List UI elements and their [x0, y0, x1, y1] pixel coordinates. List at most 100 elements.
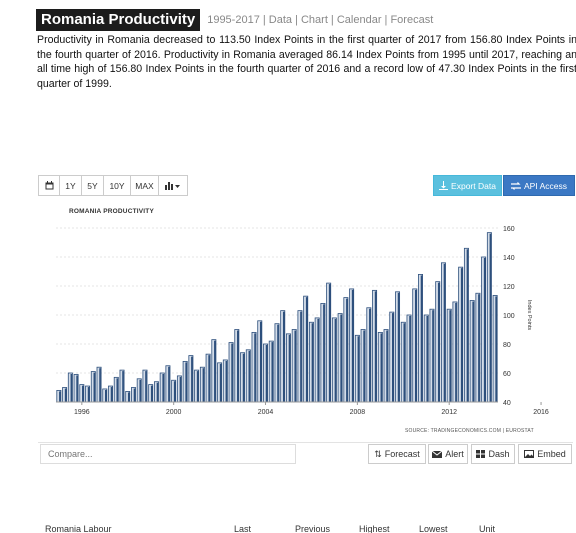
bar-shade — [300, 311, 302, 402]
bar-shade — [472, 301, 475, 402]
bar-shade — [282, 311, 285, 402]
x-tick-label: 2008 — [350, 409, 366, 416]
bar-shade — [346, 298, 348, 402]
col-header-lowest: Lowest — [419, 524, 448, 533]
export-label: Export Data — [451, 180, 496, 191]
y-tick-label: 100 — [503, 313, 515, 320]
y-tick-label: 80 — [503, 342, 511, 349]
bar-shade — [271, 342, 274, 402]
bar-shade — [93, 372, 96, 402]
calendar-icon — [45, 181, 53, 190]
bar-shade — [162, 374, 165, 402]
bar-shade — [328, 284, 331, 402]
bar-shade — [478, 294, 480, 402]
bar-shade — [127, 392, 130, 402]
embed-label: Embed — [537, 449, 566, 459]
bar-shade — [110, 387, 113, 402]
chart-bottom-bar — [38, 442, 573, 465]
bar-shade — [76, 375, 78, 402]
bar-shade — [168, 366, 170, 402]
bar-shade — [248, 350, 251, 402]
caret-down-icon — [175, 185, 180, 188]
bar-shade — [99, 368, 101, 402]
bar-shade — [363, 330, 365, 402]
bar-shade — [156, 382, 159, 402]
bar-shade — [104, 389, 107, 402]
alert-button[interactable]: Alert — [428, 444, 468, 464]
forecast-button[interactable]: ⇅ Forecast — [368, 444, 426, 464]
x-tick-label: 2004 — [258, 409, 274, 416]
compare-input[interactable] — [40, 444, 296, 464]
productivity-chart: 40 60 80 100 120 140 160 1996 2000 2004 2008 2012 20… — [56, 226, 549, 416]
bar-shade — [59, 391, 61, 402]
download-icon — [439, 181, 449, 190]
exchange-icon — [511, 181, 521, 190]
bar-shade — [254, 333, 256, 402]
image-icon — [524, 450, 535, 458]
chart-toolbar: 1Y 5Y 10Y MAX — [38, 175, 188, 196]
x-tick-label: 2016 — [533, 409, 549, 416]
bar-shade — [489, 233, 492, 402]
bar-shade — [191, 356, 193, 402]
bar-shade — [145, 371, 147, 402]
bar-shade — [397, 292, 400, 402]
bar-shade — [179, 376, 182, 402]
bar-shade — [495, 296, 497, 402]
bar-shade — [357, 336, 360, 402]
x-tick-label: 1996 — [74, 409, 90, 416]
bar-shade — [409, 316, 411, 402]
bar-shade — [369, 308, 371, 402]
range-max-button[interactable]: MAX — [130, 175, 159, 196]
bar-shade — [294, 330, 297, 402]
bar-shade — [317, 318, 320, 402]
col-header-name: Romania Labour — [45, 524, 112, 533]
title-links[interactable]: 1995-2017 | Data | Chart | Calendar | Fo… — [207, 14, 434, 26]
bar-shade — [305, 297, 308, 402]
related-table-header: Romania Labour Last Previous Highest Low… — [38, 524, 573, 533]
bar-shade — [460, 268, 463, 402]
calendar-button[interactable] — [38, 175, 60, 196]
bar-shade — [237, 330, 239, 402]
y-tick-label: 140 — [503, 255, 515, 262]
y-tick-label: 40 — [503, 400, 511, 407]
y-tick-label: 120 — [503, 284, 515, 291]
grid-icon — [476, 450, 486, 458]
range-5y-button[interactable]: 5Y — [81, 175, 104, 196]
dash-button[interactable]: Dash — [471, 444, 515, 464]
bar-shade — [392, 313, 394, 402]
bar-shade — [259, 321, 262, 402]
x-tick-label: 2000 — [166, 409, 182, 416]
bar-shade — [334, 318, 337, 402]
bar-shade — [403, 323, 406, 402]
bar-shade — [483, 258, 486, 402]
embed-button[interactable]: Embed — [518, 444, 572, 464]
forecast-label: Forecast — [384, 449, 420, 459]
col-header-previous: Previous — [295, 524, 331, 533]
chart-source: SOURCE: TRADINGECONOMICS.COM | EUROSTAT — [405, 428, 534, 434]
bar-shade — [426, 316, 429, 402]
x-tick-label: 2012 — [441, 409, 457, 416]
bar-shade — [443, 263, 446, 402]
col-header-unit: Unit — [479, 524, 496, 533]
range-1y-button[interactable]: 1Y — [59, 175, 82, 196]
page-title: Romania Productivity — [36, 9, 201, 31]
bar-shade — [87, 387, 90, 402]
bar-shade — [288, 334, 291, 402]
y-tick-label: 60 — [503, 371, 511, 378]
bar-shade — [82, 385, 84, 402]
api-access-button[interactable]: API Access — [503, 175, 575, 196]
y-axis-label: Index Points — [526, 300, 532, 331]
bar-shade — [386, 330, 388, 402]
bar-shade — [414, 289, 417, 402]
alert-label: Alert — [445, 449, 464, 459]
chart-type-dropdown[interactable] — [158, 175, 188, 196]
bar-shade — [139, 379, 142, 402]
col-header-highest: Highest — [359, 524, 390, 533]
bar-shade — [311, 323, 314, 402]
bar-shade — [173, 381, 176, 402]
y-tick-label: 160 — [503, 226, 515, 233]
bar-shade — [374, 291, 377, 402]
bar-shade — [455, 302, 457, 402]
export-data-button[interactable]: Export Data — [433, 175, 502, 196]
range-10y-button[interactable]: 10Y — [103, 175, 131, 196]
